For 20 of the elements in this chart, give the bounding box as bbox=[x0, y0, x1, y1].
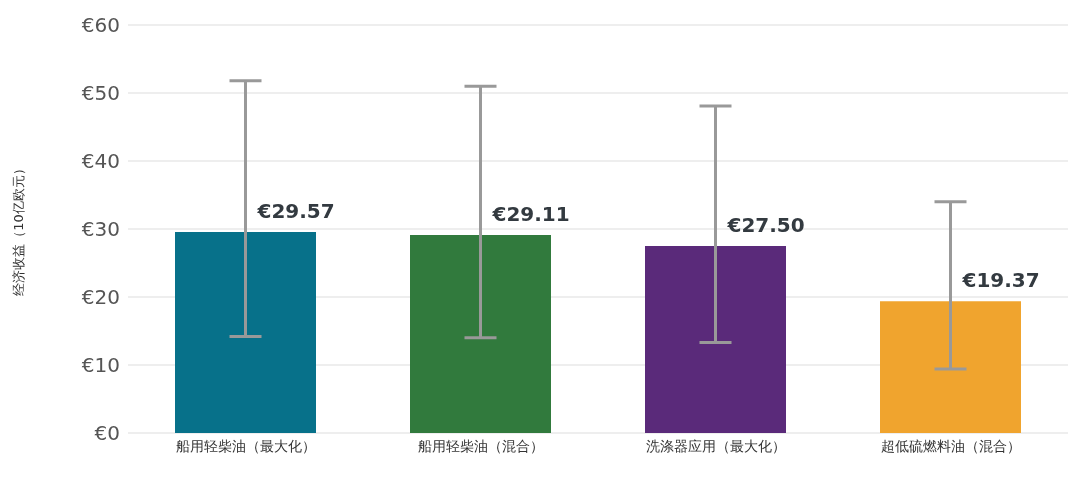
bar bbox=[175, 231, 316, 433]
x-tick-label: 船用轻柴油（最大化） bbox=[175, 437, 316, 454]
x-tick-label: 超低硫燃料油（混合） bbox=[880, 437, 1021, 454]
y-tick-label: €50 bbox=[81, 81, 120, 106]
bar bbox=[410, 235, 551, 433]
data-label: €29.11 bbox=[491, 202, 570, 227]
x-tick-label: 洗涤器应用（最大化） bbox=[645, 437, 786, 454]
x-tick-label: 船用轻柴油（混合） bbox=[417, 437, 544, 454]
bar bbox=[645, 246, 786, 433]
y-tick-label: €30 bbox=[81, 217, 120, 242]
y-axis-title: 经济收益（10亿欧元） bbox=[10, 162, 26, 296]
y-tick-label: €40 bbox=[81, 149, 120, 174]
y-tick-label: €20 bbox=[81, 285, 120, 310]
data-label: €29.57 bbox=[256, 198, 335, 223]
bar bbox=[880, 301, 1021, 433]
y-tick-label: €60 bbox=[81, 13, 120, 38]
y-tick-label: €10 bbox=[81, 353, 120, 378]
data-label: €27.50 bbox=[726, 213, 805, 237]
data-label: €19.37 bbox=[961, 268, 1040, 293]
y-tick-label: €0 bbox=[94, 421, 120, 446]
